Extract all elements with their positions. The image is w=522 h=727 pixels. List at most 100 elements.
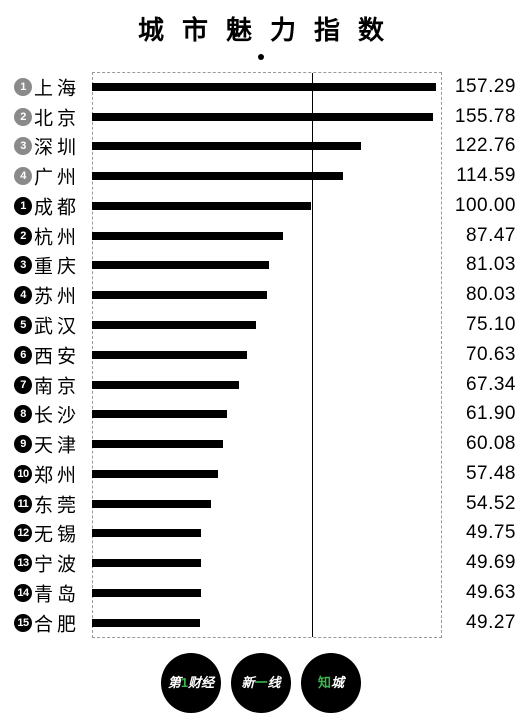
logo-text-accent: 知	[318, 675, 331, 690]
footer-logos: 第1财经新一线知城	[0, 653, 522, 713]
value-label: 75.10	[444, 314, 516, 336]
bar	[92, 232, 283, 240]
value-label: 61.90	[444, 403, 516, 425]
bar-track	[92, 142, 442, 150]
table-row: 5武汉75.10	[0, 310, 522, 340]
city-label: 北京	[34, 103, 80, 130]
rank-badge: 14	[14, 584, 32, 602]
rank-badge: 1	[14, 197, 32, 215]
city-label: 深圳	[34, 133, 80, 160]
logo-text: 知城	[318, 676, 344, 690]
bar-track	[92, 113, 442, 121]
table-row: 14青岛 49.63	[0, 578, 522, 608]
value-label: 67.34	[444, 374, 516, 396]
table-row: 2杭州 87.47	[0, 221, 522, 251]
table-row: 3重庆81.03	[0, 251, 522, 281]
bar-track	[92, 500, 442, 508]
rank-badge: 3	[14, 256, 32, 274]
logo-yicai: 第1财经	[161, 653, 221, 713]
table-row: 10郑州 57.48	[0, 459, 522, 489]
rank-badge: 2	[14, 227, 32, 245]
bar-track	[92, 440, 442, 448]
bar-track	[92, 202, 442, 210]
bar	[92, 202, 311, 210]
rank-badge: 6	[14, 346, 32, 364]
value-label: 49.27	[444, 612, 516, 634]
bar	[92, 113, 433, 121]
table-row: 1成都 100.00	[0, 191, 522, 221]
value-label: 60.08	[444, 433, 516, 455]
bar-track	[92, 261, 442, 269]
value-label: 49.63	[444, 582, 516, 604]
city-label: 宁波	[34, 550, 80, 577]
value-label: 155.78	[444, 106, 516, 128]
bar	[92, 470, 218, 478]
value-label: 49.69	[444, 552, 516, 574]
table-row: 8长沙 61.90	[0, 399, 522, 429]
bar	[92, 589, 201, 597]
bar	[92, 351, 247, 359]
city-label: 成都	[34, 192, 80, 219]
table-row: 1上海157.29	[0, 72, 522, 102]
table-row: 11东莞54.52	[0, 489, 522, 519]
bar	[92, 559, 201, 567]
value-label: 54.52	[444, 493, 516, 515]
value-label: 87.47	[444, 225, 516, 247]
bar-track	[92, 83, 442, 91]
page: 城市魅力指数 1上海157.292北京155.783深圳122.764广州114…	[0, 0, 522, 727]
rank-badge: 3	[14, 137, 32, 155]
logo-zhicheng: 知城	[301, 653, 361, 713]
rank-badge: 13	[14, 554, 32, 572]
city-label: 西安	[34, 341, 80, 368]
city-label: 无锡	[34, 520, 80, 547]
value-label: 81.03	[444, 254, 516, 276]
city-label: 合肥	[34, 609, 80, 636]
rank-badge: 5	[14, 316, 32, 334]
city-label: 南京	[34, 371, 80, 398]
bar-track	[92, 172, 442, 180]
bar	[92, 440, 223, 448]
title-dot-icon	[258, 54, 264, 60]
bar	[92, 410, 227, 418]
bar	[92, 83, 436, 91]
rank-badge: 8	[14, 405, 32, 423]
logo-text-accent: 一	[254, 675, 267, 690]
city-label: 苏州	[34, 282, 80, 309]
logo-text: 第1财经	[168, 676, 214, 690]
table-row: 13宁波 49.69	[0, 548, 522, 578]
city-label: 青岛	[34, 579, 80, 606]
bar-track	[92, 410, 442, 418]
rank-badge: 2	[14, 108, 32, 126]
rank-badge: 4	[14, 167, 32, 185]
bar-track	[92, 351, 442, 359]
table-row: 4广州114.59	[0, 161, 522, 191]
bar-track	[92, 589, 442, 597]
chart-rows: 1上海157.292北京155.783深圳122.764广州114.591成都1…	[0, 72, 522, 638]
logo-text-post: 财经	[188, 675, 214, 690]
city-label: 杭州	[34, 222, 80, 249]
value-label: 122.76	[444, 135, 516, 157]
bar-track	[92, 381, 442, 389]
logo-text-post: 城	[331, 675, 344, 690]
city-label: 长沙	[34, 401, 80, 428]
value-label: 80.03	[444, 284, 516, 306]
table-row: 9天津60.08	[0, 429, 522, 459]
bar-track	[92, 321, 442, 329]
rank-badge: 15	[14, 614, 32, 632]
value-label: 49.75	[444, 522, 516, 544]
bar	[92, 381, 239, 389]
bar	[92, 321, 256, 329]
bar	[92, 142, 361, 150]
rank-badge: 4	[14, 286, 32, 304]
value-label: 100.00	[444, 195, 516, 217]
table-row: 3深圳 122.76	[0, 132, 522, 162]
bar	[92, 172, 343, 180]
city-label: 郑州	[34, 460, 80, 487]
rank-badge: 10	[14, 465, 32, 483]
city-label: 天津	[34, 431, 80, 458]
table-row: 6西安70.63	[0, 340, 522, 370]
value-label: 57.48	[444, 463, 516, 485]
rank-badge: 11	[14, 495, 32, 513]
table-row: 15合肥 49.27	[0, 608, 522, 638]
city-label: 广州	[34, 163, 80, 190]
